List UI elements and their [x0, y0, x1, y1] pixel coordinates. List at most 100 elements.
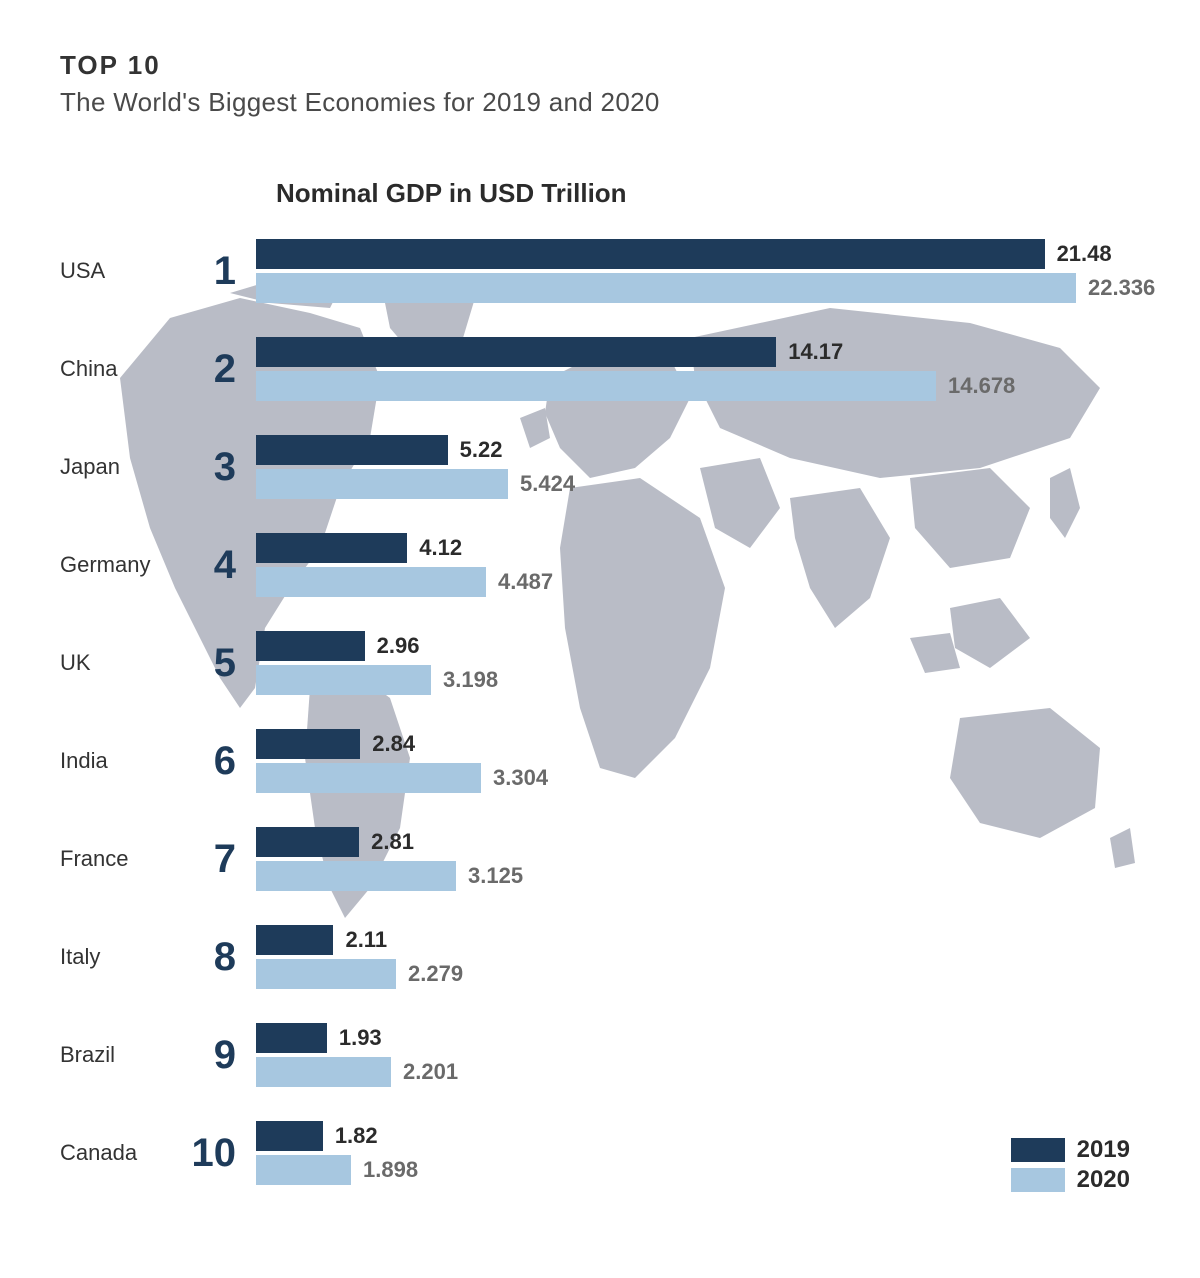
country-row: Germany4 4.12 4.487	[60, 531, 1140, 599]
bar-group: 14.17 14.678	[256, 337, 1140, 401]
bar-2020	[256, 1057, 391, 1087]
country-row: Canada10 1.82 1.898	[60, 1119, 1140, 1187]
bar-2019-wrap: 2.11	[256, 925, 1140, 955]
value-2019: 5.22	[460, 437, 503, 463]
rank-number: 4	[180, 545, 256, 585]
bar-group: 2.11 2.279	[256, 925, 1140, 989]
legend-label-2020: 2020	[1077, 1166, 1130, 1194]
value-2020: 1.898	[363, 1157, 418, 1183]
bar-group: 5.22 5.424	[256, 435, 1140, 499]
bar-2019	[256, 1023, 327, 1053]
rank-number: 10	[180, 1133, 256, 1173]
country-row: China214.17 14.678	[60, 335, 1140, 403]
bar-group: 1.82 1.898	[256, 1121, 1140, 1185]
chart-title: Nominal GDP in USD Trillion	[276, 178, 1140, 209]
country-name: Italy	[60, 944, 180, 970]
value-2019: 2.11	[345, 927, 387, 953]
title-top: TOP 10	[60, 50, 1140, 81]
country-name: USA	[60, 258, 180, 284]
bar-2019	[256, 827, 359, 857]
bar-2020	[256, 861, 456, 891]
country-name: UK	[60, 650, 180, 676]
value-2019: 1.82	[335, 1123, 378, 1149]
legend-label-2019: 2019	[1077, 1136, 1130, 1164]
country-row: Italy8 2.11 2.279	[60, 923, 1140, 991]
value-2020: 2.279	[408, 961, 463, 987]
bar-2019-wrap: 4.12	[256, 533, 1140, 563]
value-2019: 1.93	[339, 1025, 382, 1051]
rank-number: 6	[180, 741, 256, 781]
value-2019: 21.48	[1057, 241, 1112, 267]
bar-2020	[256, 763, 481, 793]
value-2019: 4.12	[419, 535, 462, 561]
value-2020: 4.487	[498, 569, 553, 595]
chart-container: TOP 10 The World's Biggest Economies for…	[0, 0, 1200, 1278]
country-name: Canada	[60, 1140, 180, 1166]
bar-group: 2.81 3.125	[256, 827, 1140, 891]
bar-2020	[256, 469, 508, 499]
bar-2020-wrap: 2.279	[256, 959, 1140, 989]
value-2020: 3.304	[493, 765, 548, 791]
bar-2019	[256, 1121, 323, 1151]
bar-2020	[256, 1155, 351, 1185]
value-2020: 3.125	[468, 863, 523, 889]
chart-header: TOP 10 The World's Biggest Economies for…	[60, 50, 1140, 118]
legend-swatch-2020	[1011, 1168, 1065, 1192]
bar-2020-wrap: 4.487	[256, 567, 1140, 597]
value-2020: 22.336	[1088, 275, 1155, 301]
value-2019: 2.96	[377, 633, 420, 659]
bar-2020	[256, 665, 431, 695]
value-2020: 3.198	[443, 667, 498, 693]
country-name: India	[60, 748, 180, 774]
bar-2019-wrap: 1.93	[256, 1023, 1140, 1053]
bar-2019-wrap: 2.84	[256, 729, 1140, 759]
country-row: USA121.4822.336	[60, 237, 1140, 305]
bar-group: 2.84 3.304	[256, 729, 1140, 793]
bar-2020-wrap: 2.201	[256, 1057, 1140, 1087]
bar-2019-wrap: 14.17	[256, 337, 1140, 367]
bar-2020-wrap: 3.198	[256, 665, 1140, 695]
bar-2019	[256, 631, 365, 661]
bar-2019	[256, 239, 1045, 269]
country-name: Brazil	[60, 1042, 180, 1068]
country-row: India62.84 3.304	[60, 727, 1140, 795]
country-row: UK52.963.198	[60, 629, 1140, 697]
country-row: Japan35.225.424	[60, 433, 1140, 501]
bar-2020	[256, 273, 1076, 303]
country-name: France	[60, 846, 180, 872]
rank-number: 8	[180, 937, 256, 977]
bar-2020-wrap: 22.336	[256, 273, 1155, 303]
rank-number: 2	[180, 349, 256, 389]
bar-group: 21.48 22.336	[256, 239, 1155, 303]
rank-number: 9	[180, 1035, 256, 1075]
country-name: Japan	[60, 454, 180, 480]
bar-2019-wrap: 1.82	[256, 1121, 1140, 1151]
bar-2019	[256, 533, 407, 563]
legend-swatch-2019	[1011, 1138, 1065, 1162]
country-name: China	[60, 356, 180, 382]
bar-2019	[256, 337, 776, 367]
bar-2020-wrap: 14.678	[256, 371, 1140, 401]
bar-2019-wrap: 2.81	[256, 827, 1140, 857]
legend-item-2019: 2019	[1011, 1136, 1130, 1164]
rank-number: 1	[180, 251, 256, 291]
bar-2019-wrap: 21.48	[256, 239, 1155, 269]
bar-2020-wrap: 5.424	[256, 469, 1140, 499]
bar-2020	[256, 567, 486, 597]
value-2020: 14.678	[948, 373, 1015, 399]
bar-2020-wrap: 3.125	[256, 861, 1140, 891]
bar-2020	[256, 371, 936, 401]
bar-group: 4.12 4.487	[256, 533, 1140, 597]
bar-2019	[256, 435, 448, 465]
bar-2019	[256, 925, 333, 955]
subtitle: The World's Biggest Economies for 2019 a…	[60, 87, 1140, 118]
country-name: Germany	[60, 552, 180, 578]
rank-number: 7	[180, 839, 256, 879]
bar-2019-wrap: 2.96	[256, 631, 1140, 661]
country-row: France7 2.81 3.125	[60, 825, 1140, 893]
chart-rows: USA121.4822.336China214.1714.678Japan35.…	[60, 237, 1140, 1187]
legend-item-2020: 2020	[1011, 1166, 1130, 1194]
bar-2020-wrap: 3.304	[256, 763, 1140, 793]
value-2019: 2.81	[371, 829, 414, 855]
country-row: Brazil9 1.93 2.201	[60, 1021, 1140, 1089]
